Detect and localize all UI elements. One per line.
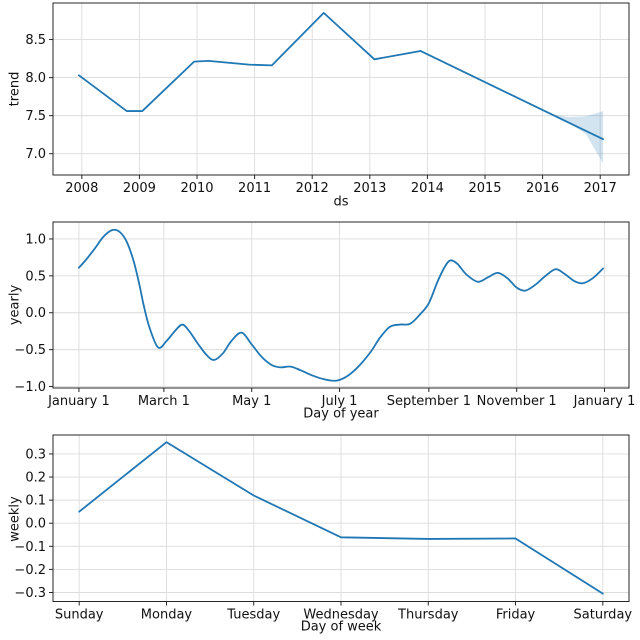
yearly-x-tick-label: January 1 <box>573 394 636 409</box>
yearly-x-tick-label: September 1 <box>387 394 471 409</box>
weekly-y-tick-label: 0.0 <box>25 517 46 532</box>
yearly-y-tick-label: 0.0 <box>25 306 46 321</box>
trend-x-axis-label: ds <box>333 194 349 210</box>
yearly-y-tick-label: −0.5 <box>14 343 46 358</box>
weekly-x-tick-label: Saturday <box>574 608 633 623</box>
weekly-x-tick-label: Wednesday <box>303 608 379 623</box>
yearly-x-tick-label: July 1 <box>321 394 358 409</box>
trend-line <box>78 11 604 141</box>
yearly-x-tick-label: March 1 <box>138 394 190 409</box>
yearly-line <box>78 228 604 382</box>
trend-x-tick-label: 2013 <box>353 181 386 196</box>
yearly-plot-area: January 1 March 1 May 1 July 1 September 1 No… <box>14 221 636 409</box>
weekly-plot-area: Sunday Monday Tuesday Wednesday Thursday Frid… <box>14 434 633 623</box>
weekly-x-tick-label: Monday <box>141 608 193 623</box>
trend-axes-box <box>52 2 630 176</box>
trend-x-tick-label: 2008 <box>65 181 98 196</box>
weekly-x-tick-label: Friday <box>496 608 536 623</box>
trend-x-tick-label: 2010 <box>180 181 213 196</box>
weekly-x-tick-label: Sunday <box>55 608 104 623</box>
weekly-y-tick-label: −0.2 <box>14 563 46 578</box>
weekly-y-tick-label: 0.2 <box>25 471 46 486</box>
yearly-x-tick-label: May 1 <box>232 394 271 409</box>
weekly-x-axis-label: Day of week <box>300 619 382 635</box>
trend-x-tick-label: 2014 <box>411 181 444 196</box>
yearly-x-tick-label: November 1 <box>477 394 557 409</box>
weekly-y-tick-label: −0.1 <box>14 540 46 555</box>
trend-plot-area: 2008 2009 2010 2011 2012 2013 2014 2015 2016 2017… <box>25 2 630 196</box>
weekly-x-tick-label: Tuesday <box>226 608 280 623</box>
trend-x-tick-label: 2009 <box>123 181 156 196</box>
trend-y-tick-label: 7.0 <box>25 147 46 162</box>
trend-y-axis-label: trend <box>7 71 23 107</box>
yearly-y-axis-label: yearly <box>7 284 23 326</box>
yearly-y-tick-label: 0.5 <box>25 269 46 284</box>
trend-y-tick-label: 8.0 <box>25 71 46 86</box>
weekly-x-tick-label: Thursday <box>397 608 459 623</box>
weekly-y-axis-label: weekly <box>7 496 23 542</box>
trend-uncertainty-band <box>551 111 604 164</box>
weekly-y-tick-label: 0.3 <box>25 447 46 462</box>
yearly-axes-box <box>52 221 630 389</box>
weekly-y-tick-label: 0.1 <box>25 494 46 509</box>
yearly-y-tick-label: −1.0 <box>14 380 46 395</box>
trend-y-tick-label: 7.5 <box>25 109 46 124</box>
weekly-y-tick-label: −0.3 <box>14 586 46 601</box>
trend-x-tick-label: 2012 <box>296 181 329 196</box>
trend-x-tick-label: 2015 <box>468 181 501 196</box>
trend-y-tick-label: 8.5 <box>25 33 46 48</box>
trend-x-tick-label: 2011 <box>238 181 271 196</box>
yearly-x-axis-label: Day of year <box>303 406 379 422</box>
trend-x-tick-label: 2016 <box>526 181 559 196</box>
yearly-y-tick-label: 1.0 <box>25 232 46 247</box>
weekly-line <box>78 441 604 595</box>
trend-x-tick-label: 2017 <box>584 181 617 196</box>
yearly-x-tick-label: January 1 <box>47 394 110 409</box>
